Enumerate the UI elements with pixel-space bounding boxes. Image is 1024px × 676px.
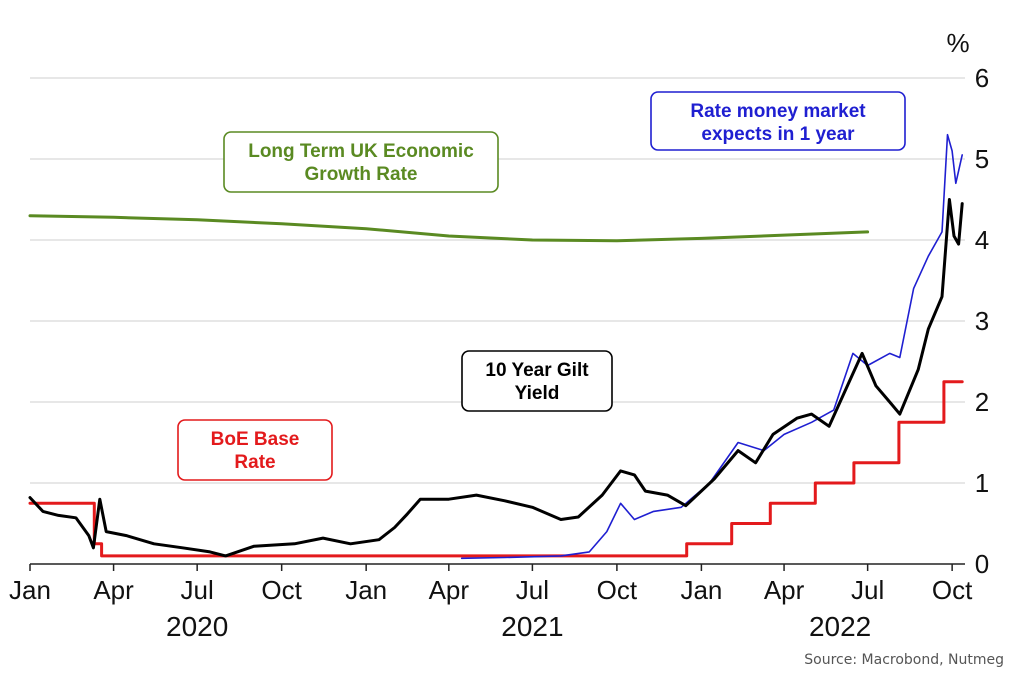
series-line [28, 214, 870, 243]
series-line [28, 380, 964, 558]
series-label-box [650, 91, 906, 151]
y-tick-label: 4 [975, 225, 989, 255]
series-label: Yield [515, 383, 560, 404]
x-tick-label: Oct [932, 575, 973, 605]
x-tick-label: Apr [764, 575, 805, 605]
x-tick-label: Oct [597, 575, 638, 605]
series-label-box [461, 350, 613, 412]
unit-label: % [946, 28, 969, 58]
series-label: BoE Base [211, 429, 300, 450]
x-tick-label: Apr [429, 575, 470, 605]
x-tick-label: Jul [516, 575, 549, 605]
series-label-box [177, 419, 333, 481]
axes: 0 1 2 3 4 5 6% Jan Apr Jul Oct Jan Apr Jul Oct Jan Apr Ju… [9, 28, 989, 642]
x-tick-label: Jul [181, 575, 214, 605]
y-tick-label: 2 [975, 387, 989, 417]
x-tick-label: Jan [9, 575, 51, 605]
source-note: Source: Macrobond, Nutmeg [804, 652, 1004, 668]
year-label: 2022 [809, 611, 871, 642]
y-tick-label: 5 [975, 144, 989, 174]
series-label: Rate money market [690, 101, 866, 122]
series-label: expects in 1 year [701, 124, 855, 145]
x-tick-label: Apr [93, 575, 134, 605]
x-tick-label: Oct [261, 575, 302, 605]
year-label: 2021 [501, 611, 563, 642]
y-tick-label: 3 [975, 306, 989, 336]
series-layer [28, 133, 964, 560]
y-tick-label: 1 [975, 468, 989, 498]
series-line [460, 133, 963, 560]
series-label-box [223, 131, 499, 193]
series-line [28, 198, 964, 558]
x-tick-label: Jan [680, 575, 722, 605]
series-label: Growth Rate [305, 164, 418, 185]
x-tick-label: Jul [851, 575, 884, 605]
x-tick-label: Jan [345, 575, 387, 605]
series-label: 10 Year Gilt [485, 360, 589, 381]
series-label: Long Term UK Economic [248, 141, 474, 162]
year-label: 2020 [166, 611, 228, 642]
series-label: Rate [234, 452, 275, 473]
y-tick-label: 6 [975, 63, 989, 93]
y-tick-label: 0 [975, 549, 989, 579]
